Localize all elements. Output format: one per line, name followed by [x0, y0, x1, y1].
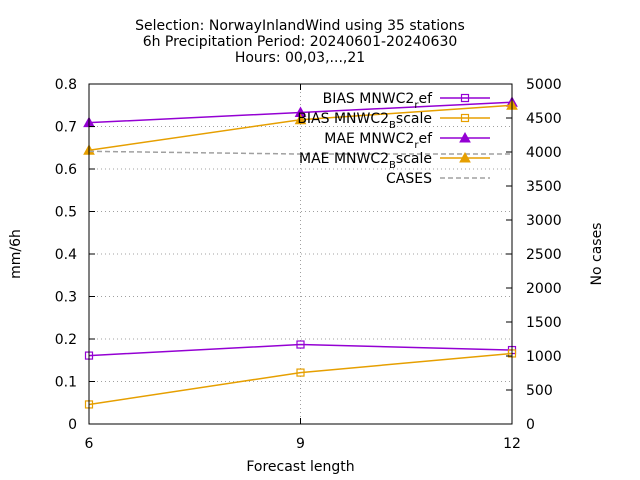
series-2: [84, 349, 517, 409]
y2-tick-label: 2000: [526, 281, 562, 297]
y2-tick-label: 4500: [526, 111, 562, 127]
legend-entry: CASES: [386, 171, 490, 187]
series-line: [88, 343, 513, 357]
chart-title-line: Hours: 00,03,...,21: [235, 50, 365, 66]
legend-entry: MAE MNWC2Bscale: [299, 151, 490, 171]
legend-sample-marker: [460, 113, 470, 123]
chart-title-line: Selection: NorwayInlandWind using 35 sta…: [135, 18, 465, 34]
y2-tick-label: 4000: [526, 145, 562, 161]
x-tick-label: 9: [296, 436, 305, 452]
legend-label: BIAS MNWC2Bscale: [297, 111, 432, 131]
series-line: [88, 352, 513, 406]
y2-tick-label: 5000: [526, 77, 562, 93]
legend-label: MAE MNWC2ref: [324, 131, 433, 151]
data-point: [296, 340, 305, 349]
y-tick-label: 0.1: [55, 375, 77, 391]
y-tick-label: 0.7: [55, 120, 77, 136]
y-tick-label: 0.4: [55, 247, 77, 263]
y2-tick-label: 3500: [526, 179, 562, 195]
y2-tick-label: 3000: [526, 213, 562, 229]
legend-sample-marker: [459, 151, 471, 163]
legend-entry: BIAS MNWC2ref: [323, 91, 490, 111]
x-tick-label: 12: [503, 436, 521, 452]
series-5: [88, 150, 512, 155]
y2-tick-label: 1000: [526, 349, 562, 365]
legend-label: BIAS MNWC2ref: [323, 91, 433, 111]
grid: [89, 84, 512, 424]
series-line: [88, 150, 512, 155]
y-tick-label: 0.8: [55, 77, 77, 93]
y2-tick-label: 0: [526, 417, 535, 433]
y-tick-label: 0: [68, 417, 77, 433]
y-tick-label: 0.3: [55, 290, 77, 306]
legend-label: MAE MNWC2Bscale: [299, 151, 432, 171]
legend-sample-marker: [459, 131, 471, 143]
x-tick-label: 6: [85, 436, 94, 452]
x-axis-ticks: 6 9 12: [85, 84, 521, 452]
legend-entry: MAE MNWC2ref: [324, 131, 490, 151]
y2-axis-label: No cases: [589, 223, 605, 286]
y2-tick-label: 2500: [526, 247, 562, 263]
legend-entry: BIAS MNWC2Bscale: [297, 111, 490, 131]
y-axis-ticks: 0 0.1 0.2 0.3 0.4 0.5 0.6 0.7 0.8: [55, 77, 95, 433]
legend-sample-marker: [460, 93, 470, 103]
y-axis-label: mm/6h: [8, 229, 24, 279]
y-tick-label: 0.5: [55, 205, 77, 221]
chart-title-line: 6h Precipitation Period: 20240601-202406…: [143, 34, 458, 50]
data-point: [294, 113, 307, 125]
y2-tick-label: 500: [526, 383, 553, 399]
y2-axis-ticks: 0 500 1000 1500 2000 2500 3000 3500 4000 4500 5000: [506, 77, 562, 433]
data-point: [296, 368, 305, 377]
y-tick-label: 0.6: [55, 162, 77, 178]
legend-label: CASES: [386, 171, 432, 187]
chart-title: Selection: NorwayInlandWind using 35 sta…: [135, 18, 465, 66]
y-tick-label: 0.2: [55, 332, 77, 348]
x-axis-label: Forecast length: [246, 459, 354, 475]
y2-tick-label: 1500: [526, 315, 562, 331]
